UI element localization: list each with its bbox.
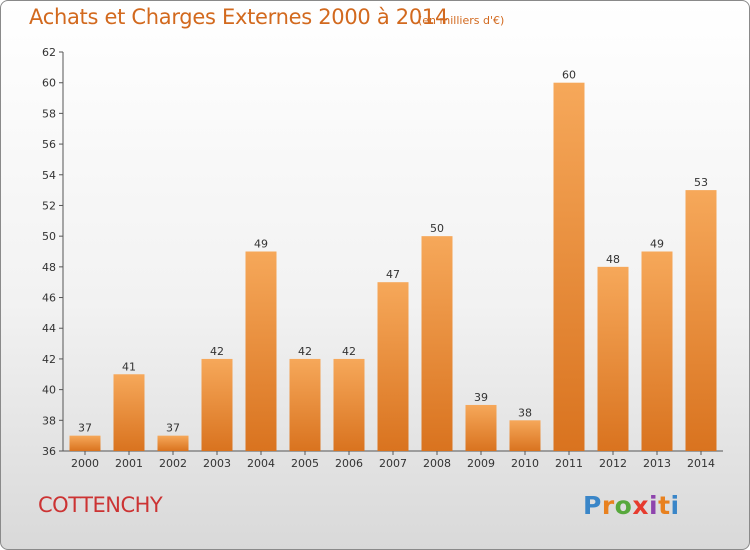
data-label-2011: 60	[562, 69, 576, 82]
y-tick-label: 40	[42, 384, 56, 397]
bar-2013	[641, 251, 673, 451]
bar-2003	[201, 358, 233, 451]
x-tick-label: 2002	[159, 457, 187, 470]
x-tick-label: 2007	[379, 457, 407, 470]
x-tick-label: 2006	[335, 457, 363, 470]
x-tick-label: 2012	[599, 457, 627, 470]
proxiti-logo: Proxiti	[583, 491, 680, 520]
y-tick-label: 46	[42, 292, 56, 305]
x-tick-label: 2011	[555, 457, 583, 470]
x-tick-label: 2000	[71, 457, 99, 470]
y-tick-label: 58	[42, 107, 56, 120]
logo-letter: t	[658, 491, 671, 520]
logo-letter: P	[583, 491, 602, 520]
x-tick-label: 2010	[511, 457, 539, 470]
bar-2007	[377, 282, 409, 451]
x-tick-label: 2009	[467, 457, 495, 470]
x-tick-label: 2008	[423, 457, 451, 470]
bar-2008	[421, 236, 453, 451]
logo-letter: i	[649, 491, 659, 520]
municipality-name: COTTENCHY	[38, 493, 163, 517]
x-tick-label: 2003	[203, 457, 231, 470]
bar-2006	[333, 358, 365, 451]
x-tick-label: 2005	[291, 457, 319, 470]
logo-letter: i	[670, 491, 680, 520]
y-tick-label: 52	[42, 199, 56, 212]
bar-2011	[553, 82, 585, 451]
y-tick-label: 42	[42, 353, 56, 366]
bar-2000	[69, 435, 101, 451]
y-tick-label: 60	[42, 77, 56, 90]
bar-2014	[685, 190, 717, 451]
y-tick-label: 54	[42, 169, 56, 182]
data-label-2006: 42	[342, 345, 356, 358]
bar-2002	[157, 435, 189, 451]
data-label-2012: 48	[606, 253, 620, 266]
y-tick-label: 56	[42, 138, 56, 151]
data-label-2009: 39	[474, 391, 488, 404]
logo-letter: x	[632, 491, 649, 520]
data-label-2000: 37	[78, 422, 92, 435]
data-label-2004: 49	[254, 238, 268, 251]
y-tick-label: 50	[42, 230, 56, 243]
data-label-2005: 42	[298, 345, 312, 358]
x-tick-label: 2004	[247, 457, 275, 470]
data-label-2002: 37	[166, 422, 180, 435]
data-label-2001: 41	[122, 360, 136, 373]
x-tick-label: 2001	[115, 457, 143, 470]
data-label-2013: 49	[650, 238, 664, 251]
data-label-2007: 47	[386, 268, 400, 281]
x-tick-label: 2014	[687, 457, 715, 470]
y-tick-label: 44	[42, 322, 56, 335]
logo-letter: o	[614, 491, 633, 520]
bar-2001	[113, 374, 145, 451]
bar-2012	[597, 266, 629, 451]
y-tick-label: 36	[42, 445, 56, 458]
chart-bars	[69, 82, 717, 451]
y-tick-label: 62	[42, 46, 56, 59]
x-tick-label: 2013	[643, 457, 671, 470]
bar-2009	[465, 404, 497, 451]
y-tick-label: 48	[42, 261, 56, 274]
chart-title: Achats et Charges Externes 2000 à 2014	[29, 5, 449, 29]
bar-2004	[245, 251, 277, 451]
y-tick-label: 38	[42, 414, 56, 427]
chart-axes: 36 38 40 42 44 46 48 50 52 54 56 58 60 62 2000 2001 2002…	[42, 46, 723, 470]
data-label-2003: 42	[210, 345, 224, 358]
data-label-2008: 50	[430, 222, 444, 235]
bar-2005	[289, 358, 321, 451]
chart-data-labels: 37 41 37 42 49 42 42 47 50 39 38 60 48 49 53	[78, 69, 708, 435]
data-label-2010: 38	[518, 406, 532, 419]
chart-subtitle: (en milliers d'€)	[418, 14, 505, 27]
logo-letter: r	[601, 491, 615, 520]
bar-2010	[509, 420, 541, 451]
data-label-2014: 53	[694, 176, 708, 189]
